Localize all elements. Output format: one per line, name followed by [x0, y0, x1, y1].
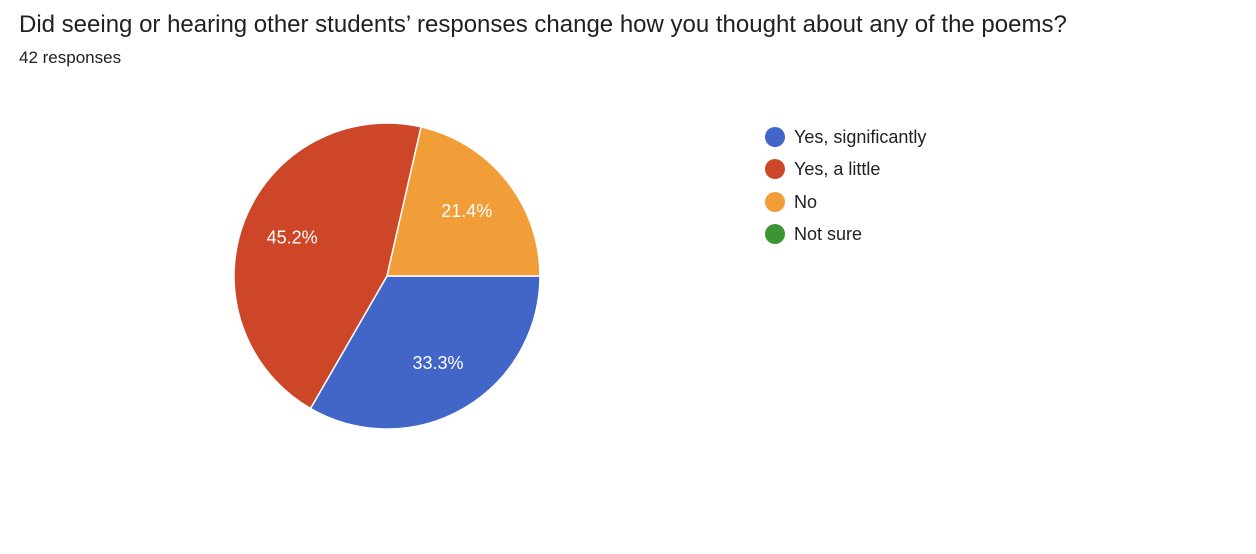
- slice-data-label: 45.2%: [267, 227, 318, 247]
- pie-slice-yes-a-little[interactable]: [233, 122, 423, 410]
- chart-legend: Yes, significantly Yes, a little No Not sur…: [765, 121, 926, 250]
- legend-swatch: [765, 224, 785, 245]
- legend-swatch: [765, 191, 785, 212]
- legend-item[interactable]: Yes, a little: [765, 153, 926, 185]
- response-count: 42 responses: [19, 48, 122, 67]
- legend-swatch: [765, 159, 785, 180]
- slice-data-label: 33.3%: [412, 353, 463, 373]
- pie-slice-no[interactable]: [386, 125, 541, 277]
- question-title: Did seeing or hearing other students’ re…: [19, 11, 1067, 38]
- legend-swatch: [765, 127, 785, 148]
- slice-data-label: 21.4%: [441, 201, 492, 221]
- legend-label: Yes, significantly: [794, 127, 927, 148]
- legend-item[interactable]: No: [765, 186, 926, 218]
- legend-label: No: [794, 191, 818, 212]
- legend-label: Not sure: [794, 224, 863, 245]
- legend-item[interactable]: Not sure: [765, 218, 926, 250]
- legend-label: Yes, a little: [794, 159, 881, 180]
- pie-slice-yes-significantly[interactable]: [309, 275, 541, 430]
- legend-item[interactable]: Yes, significantly: [765, 121, 926, 153]
